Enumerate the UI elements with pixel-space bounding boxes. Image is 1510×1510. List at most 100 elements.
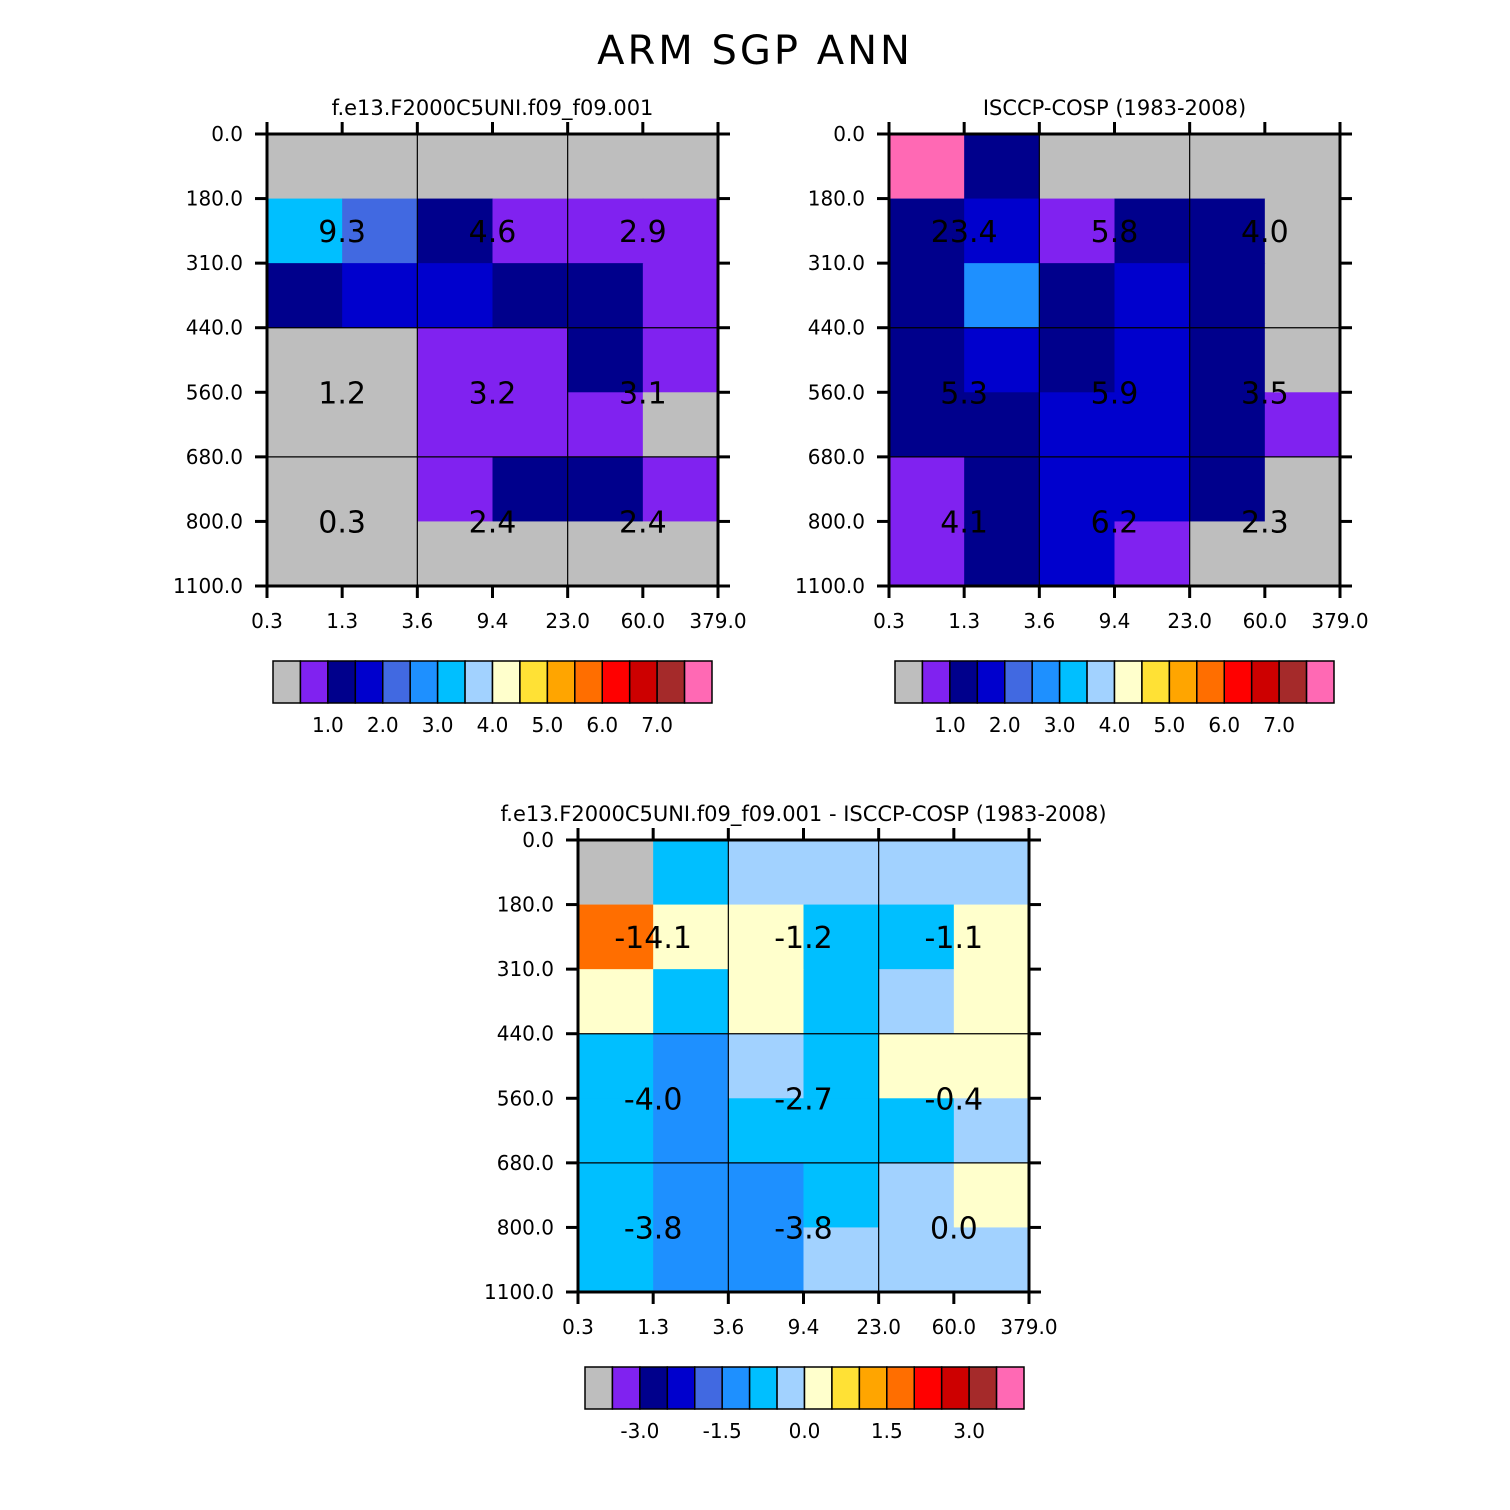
colorbar-swatch xyxy=(327,660,357,704)
box-value-label: 23.4 xyxy=(931,215,998,250)
y-tick-label: 440.0 xyxy=(808,316,865,340)
box-value-label: -3.8 xyxy=(624,1211,683,1246)
colorbar-swatch xyxy=(886,1366,915,1410)
heatmap-cell xyxy=(267,263,343,329)
x-tick-label: 3.6 xyxy=(401,609,433,633)
colorbar-swatch xyxy=(1031,660,1061,704)
heatmap-cell xyxy=(653,969,729,1035)
y-tick-label: 1100.0 xyxy=(173,574,243,598)
colorbar-swatch xyxy=(1113,660,1143,704)
heatmap-cell xyxy=(567,392,644,458)
colorbar-swatch xyxy=(803,1366,833,1410)
heatmap-cell xyxy=(1039,134,1116,200)
heatmap-cell xyxy=(653,1227,729,1293)
heatmap-cell xyxy=(578,1098,654,1164)
colorbar-label: 4.0 xyxy=(1099,713,1131,737)
x-tick-label: 23.0 xyxy=(1167,609,1212,633)
heatmap-cell xyxy=(728,1227,805,1293)
y-tick-label: 0.0 xyxy=(211,122,243,146)
heatmap-cell xyxy=(567,198,644,264)
heatmap-cell xyxy=(267,327,343,393)
colorbar-label: 3.0 xyxy=(1044,713,1076,737)
heatmap-cell xyxy=(1264,327,1341,393)
heatmap-cell xyxy=(1039,198,1116,264)
heatmap-cell xyxy=(653,904,729,970)
box-value-label: 6.2 xyxy=(1091,505,1139,540)
heatmap-cell xyxy=(964,263,1040,329)
y-tick-label: 1100.0 xyxy=(795,574,865,598)
heatmap-cell xyxy=(953,1227,1030,1293)
colorbar-label: 5.0 xyxy=(1153,713,1185,737)
heatmap-cell xyxy=(642,198,719,264)
heatmap-cell xyxy=(953,1033,1030,1099)
heatmap-cell xyxy=(803,904,880,970)
heatmap-cell xyxy=(578,840,654,906)
colorbar-swatch xyxy=(1250,660,1280,704)
colorbar-label: 6.0 xyxy=(586,713,618,737)
x-tick-label: 3.6 xyxy=(1023,609,1055,633)
colorbar-swatch xyxy=(382,660,411,704)
heatmap-cell xyxy=(1264,392,1341,458)
panel-obs: 0.0 180.0 310.0 440.0 560.0 680.0 800.0 1100.0 0… xyxy=(795,96,1369,737)
heatmap-cell xyxy=(728,904,805,970)
heatmap-cell xyxy=(1189,198,1266,264)
heatmap-cell xyxy=(1264,521,1341,587)
x-tick-label: 379.0 xyxy=(689,609,746,633)
colorbar-label: 3.0 xyxy=(953,1419,985,1443)
heatmap-cell xyxy=(642,134,719,200)
x-tick-label: 60.0 xyxy=(932,1315,977,1339)
colorbar-label: 1.0 xyxy=(312,713,344,737)
colorbar-label: 7.0 xyxy=(1263,713,1295,737)
colorbar-label: 6.0 xyxy=(1208,713,1240,737)
heatmap-cell xyxy=(1114,521,1191,587)
heatmap-cell xyxy=(803,1162,880,1229)
heatmap-cell xyxy=(578,969,654,1035)
colorbar-swatch xyxy=(995,1366,1025,1410)
heatmap-cell xyxy=(492,392,569,458)
heatmap-cell xyxy=(417,263,494,329)
colorbar-swatch xyxy=(628,660,658,704)
heatmap-cell xyxy=(653,840,729,906)
x-tick-label: 1.3 xyxy=(948,609,980,633)
colorbar-swatch xyxy=(831,1366,861,1410)
box-value-label: 3.1 xyxy=(619,376,667,411)
heatmap-cell xyxy=(1114,134,1191,200)
heatmap-cell xyxy=(1039,392,1116,458)
box-value-label: -14.1 xyxy=(614,921,692,956)
y-tick-label: 310.0 xyxy=(497,957,554,981)
heatmap-cell xyxy=(803,1227,880,1293)
heatmap-cell xyxy=(567,134,644,200)
heatmap-cell xyxy=(492,134,569,200)
colorbar-label: 2.0 xyxy=(367,713,399,737)
box-value-label: -4.0 xyxy=(624,1082,683,1117)
heatmap-cell xyxy=(728,840,805,906)
heatmap-cell xyxy=(567,263,644,329)
colorbar-swatch xyxy=(354,660,384,704)
heatmap-cell xyxy=(878,840,955,906)
heatmap-cell xyxy=(803,1098,880,1164)
heatmap-cell xyxy=(1264,134,1341,200)
colorbar-swatch xyxy=(299,660,329,704)
colorbar-swatch xyxy=(601,660,631,704)
heatmap-cell xyxy=(653,1098,729,1164)
heatmap-cell xyxy=(803,969,880,1035)
panel-title: f.e13.F2000C5UNI.f09_f09.001 - ISCCP-COS… xyxy=(500,802,1106,827)
box-value-label: 9.3 xyxy=(318,215,366,250)
heatmap-cell xyxy=(653,1162,729,1229)
y-tick-label: 560.0 xyxy=(186,380,243,404)
colorbar-swatch xyxy=(639,1366,669,1410)
colorbar-label: 4.0 xyxy=(477,713,509,737)
heatmap-cell xyxy=(964,198,1040,264)
heatmap-cell xyxy=(878,904,955,970)
box-value-label: 3.2 xyxy=(469,376,517,411)
x-tick-label: 0.3 xyxy=(562,1315,594,1339)
heatmap-cell xyxy=(342,521,418,587)
heatmap-cell xyxy=(417,392,494,458)
colorbar-label: 1.5 xyxy=(871,1419,903,1443)
heatmap-cell xyxy=(578,904,654,970)
y-tick-label: 680.0 xyxy=(808,445,865,469)
heatmap-cell xyxy=(267,521,343,587)
x-tick-label: 60.0 xyxy=(621,609,666,633)
heatmap-cell xyxy=(1039,263,1116,329)
heatmap-cell xyxy=(964,327,1040,393)
